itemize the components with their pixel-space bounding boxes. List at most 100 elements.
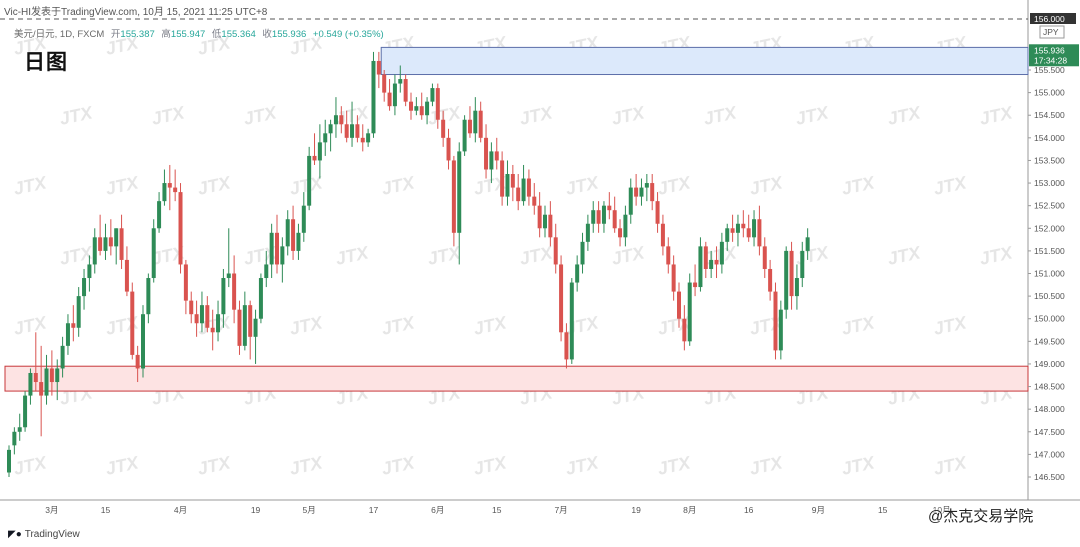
candle-body: [494, 151, 499, 161]
candle-body: [543, 214, 547, 229]
y-tick-label: 155.000: [1034, 88, 1065, 98]
candle-body: [135, 354, 140, 369]
open-label: 开: [110, 29, 121, 40]
candle-body: [687, 282, 692, 342]
candle-body: [157, 201, 162, 229]
candle-body: [677, 291, 681, 319]
candle-body: [435, 88, 440, 120]
candle-body: [355, 124, 360, 138]
chart-watermark: JTX: [564, 172, 601, 199]
candle-body: [12, 431, 17, 446]
y-tick-label: 151.000: [1034, 269, 1065, 279]
candle-body: [339, 115, 344, 125]
x-tick-label: 15: [101, 505, 111, 515]
author-watermark: @杰克交易学院: [928, 508, 1034, 525]
chart-watermark: JTX: [196, 32, 233, 59]
candle-body: [628, 187, 633, 215]
candle-body: [778, 309, 783, 351]
x-tick-label: 19: [251, 505, 261, 515]
candle-body: [291, 219, 296, 251]
chart-watermark: JTX: [196, 172, 233, 199]
candle-body: [28, 372, 33, 396]
candle-body: [33, 372, 38, 383]
candle-body: [248, 305, 253, 337]
candle-body: [65, 323, 70, 346]
chart-watermark: JTX: [886, 102, 923, 129]
chart-watermark: JTX: [288, 32, 325, 59]
candle-body: [323, 133, 328, 143]
candle-body: [167, 183, 172, 188]
candle-body: [484, 137, 489, 170]
candle-body: [591, 210, 596, 224]
chart-watermark: JTX: [932, 452, 969, 479]
chart-watermark: JTX: [196, 452, 233, 479]
candle-body: [719, 241, 724, 265]
candle-body: [49, 368, 54, 383]
candle-body: [446, 137, 451, 161]
y-tick-label: 152.500: [1034, 201, 1065, 211]
candle-body: [794, 278, 799, 297]
chart-watermark: JTX: [242, 102, 279, 129]
chart-watermark: JTX: [518, 242, 555, 269]
candle-body: [226, 273, 231, 279]
candle-body: [296, 232, 301, 251]
candle-body: [275, 232, 279, 265]
current-price-tag: [1029, 44, 1079, 67]
candle-body: [258, 278, 263, 319]
y-tick-label: 155.500: [1034, 65, 1065, 75]
x-tick-label: 7月: [554, 505, 567, 515]
candle-body: [805, 237, 810, 251]
candle-body: [784, 250, 789, 310]
y-tick-label: 149.000: [1034, 359, 1065, 369]
candle-body: [92, 237, 97, 265]
candle-body: [467, 119, 472, 134]
candle-body: [644, 183, 649, 188]
y-tick-label: 147.500: [1034, 427, 1065, 437]
candle-body: [478, 110, 483, 138]
y-tick-label: 154.000: [1034, 133, 1065, 143]
candle-body: [564, 332, 569, 360]
candle-body: [114, 228, 119, 247]
chart-watermark: JTX: [932, 312, 969, 339]
candle-body: [548, 214, 553, 238]
candle-body: [425, 101, 430, 116]
x-tick-label: 10月: [933, 505, 951, 515]
candle-body: [108, 237, 113, 247]
candle-body: [714, 259, 719, 265]
top-price-label: 156.000: [1034, 14, 1065, 24]
change-value: +0.549 (+0.35%): [312, 29, 384, 40]
x-tick-label: 3月: [45, 505, 58, 515]
candle-body: [398, 79, 403, 84]
candle-body: [162, 183, 167, 202]
chart-watermark: JTX: [334, 242, 371, 269]
x-tick-label: 16: [744, 505, 754, 515]
candle-body: [580, 241, 585, 265]
candle-body: [269, 232, 274, 265]
candle-body: [698, 246, 703, 288]
candle-body: [559, 264, 564, 333]
candle-body: [800, 250, 805, 279]
watermark-layer: JTX JTX JTX JTX JTX JTX JTX JTX JTX JTX JTX JTX JTX J…: [12, 32, 1015, 479]
candle-body: [575, 264, 580, 283]
x-tick-label: 9月: [812, 505, 825, 515]
chart-watermark: JTX: [12, 452, 49, 479]
candle-body: [703, 246, 708, 269]
chart-watermark: JTX: [104, 452, 141, 479]
candle-body: [189, 300, 194, 315]
y-tick-label: 152.000: [1034, 223, 1065, 233]
open-value: 155.387: [120, 29, 155, 40]
y-tick-label: 147.000: [1034, 449, 1065, 459]
candle-body: [44, 368, 49, 396]
chart-watermark: JTX: [794, 242, 831, 269]
y-tick-label: 148.000: [1034, 404, 1065, 414]
symbol-label: 美元/日元, 1D, FXCM: [14, 29, 105, 40]
candle-body: [253, 318, 258, 337]
candle-body: [119, 228, 124, 260]
candle-body: [55, 368, 60, 383]
candle-body: [709, 259, 714, 269]
candle-body: [130, 291, 135, 355]
x-tick-label: 5月: [303, 505, 316, 515]
candle-body: [376, 60, 381, 75]
chart-watermark: JTX: [380, 452, 417, 479]
